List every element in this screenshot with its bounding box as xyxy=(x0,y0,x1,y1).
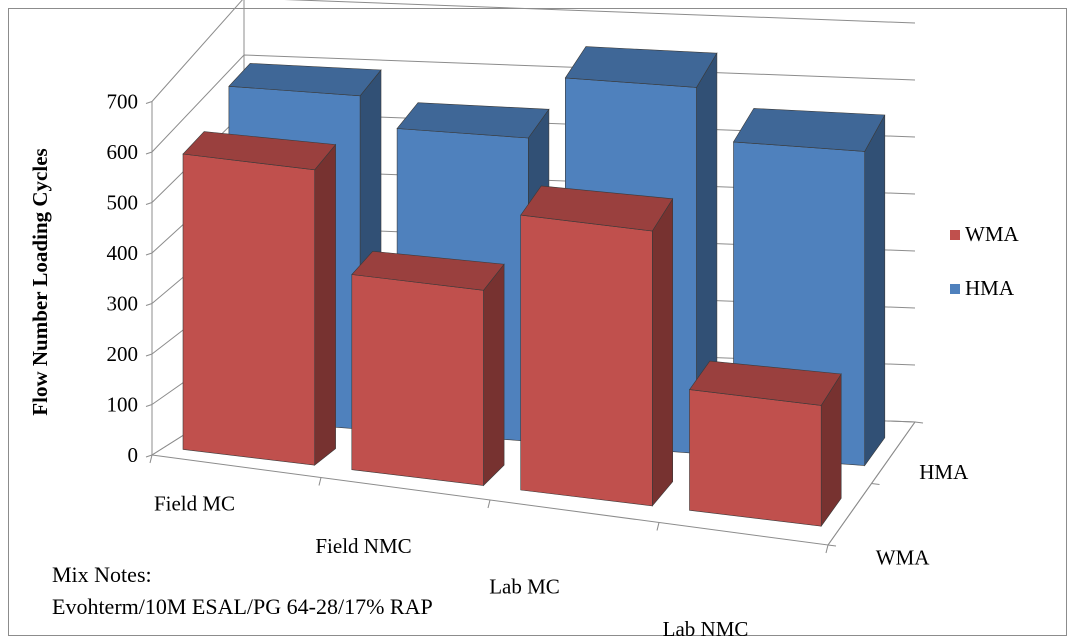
bar-top xyxy=(732,108,886,152)
y-tick-label: 100 xyxy=(107,393,139,417)
legend: WMA HMA xyxy=(950,222,1019,300)
bar-front xyxy=(520,214,653,507)
x-category-label: Field NMC xyxy=(315,534,411,558)
bar-wma-0 xyxy=(182,131,337,466)
y-tick-mark-400 xyxy=(145,252,153,256)
mix-notes-title: Mix Notes: xyxy=(52,562,152,587)
depth-tick-mark xyxy=(827,544,837,547)
depth-label: HMA xyxy=(919,460,969,484)
mix-notes-text: Evohterm/10M ESAL/PG 64-28/17% RAP xyxy=(52,594,433,619)
legend-label-hma: HMA xyxy=(965,276,1015,300)
bar-front xyxy=(182,153,316,466)
x-tick-mark xyxy=(825,544,829,554)
x-tick-mark xyxy=(318,477,322,486)
bar-side xyxy=(483,263,505,487)
y-tick-label: 300 xyxy=(107,292,139,316)
bar-top xyxy=(520,185,674,232)
y-tick-mark-600 xyxy=(145,151,153,155)
bar-front xyxy=(351,274,484,486)
legend-swatch-hma xyxy=(950,284,960,294)
x-category-label: Lab MC xyxy=(489,574,560,598)
x-category-label: Field MC xyxy=(154,491,235,515)
bar-top xyxy=(351,250,505,291)
bar-wma-1 xyxy=(351,250,505,487)
y-tick-mark-100 xyxy=(145,404,153,407)
bar-top xyxy=(688,360,842,406)
bar-top xyxy=(228,63,382,97)
bar-side xyxy=(651,197,674,507)
depth-tick-mark xyxy=(914,421,924,424)
y-tick-label: 500 xyxy=(107,191,139,215)
bar-top xyxy=(182,131,337,171)
legend-swatch-wma xyxy=(950,230,960,240)
x-tick-mark xyxy=(656,522,660,531)
bar-top xyxy=(396,102,550,139)
y-tick-label: 600 xyxy=(107,140,139,164)
y-tick-label: 0 xyxy=(128,443,139,467)
y-tick-label: 400 xyxy=(107,241,139,265)
bar-wma-2 xyxy=(520,185,674,507)
y-tick-label: 700 xyxy=(107,90,139,114)
y-tick-mark-700 xyxy=(145,101,153,104)
bar-top xyxy=(564,46,718,88)
bar-side xyxy=(864,114,886,467)
bar-front xyxy=(689,389,822,527)
x-tick-mark xyxy=(149,454,153,464)
y-tick-label: 200 xyxy=(107,342,139,366)
depth-tick-mark xyxy=(871,483,880,485)
y-tick-mark-300 xyxy=(145,303,153,306)
x-tick-mark xyxy=(487,499,491,509)
x-category-label: Lab NMC xyxy=(663,617,749,641)
bar-wma-3 xyxy=(688,360,842,528)
legend-label-wma: WMA xyxy=(965,222,1019,246)
y-tick-mark-500 xyxy=(145,202,153,205)
bars xyxy=(182,46,886,528)
gridline-700 xyxy=(151,0,916,102)
bar-side xyxy=(314,143,336,466)
depth-label: WMA xyxy=(876,545,930,569)
y-tick-mark-0 xyxy=(145,454,153,458)
y-tick-mark-200 xyxy=(145,353,153,357)
axis-labels: 0 100 200 300 400 500 600 700 Field MC Field NMC L… xyxy=(28,90,969,641)
y-axis-title: Flow Number Loading Cycles xyxy=(28,148,52,415)
